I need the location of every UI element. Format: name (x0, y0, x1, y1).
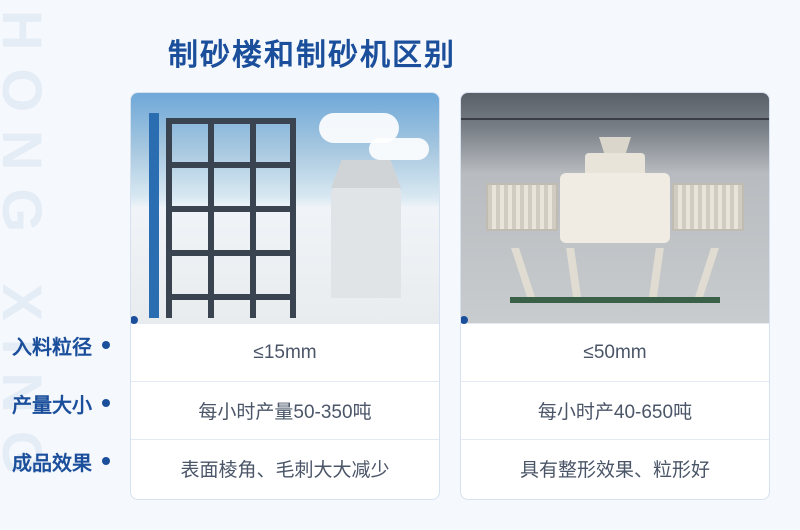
image-sand-tower (131, 93, 439, 323)
row-labels-column: 入料粒径 产量大小 成品效果 (0, 92, 110, 500)
image-sand-maker (461, 93, 769, 323)
value-feed-size: ≤50mm (461, 323, 769, 381)
value-output-quality: 具有整形效果、粒形好 (461, 439, 769, 497)
tower-frame (166, 118, 296, 318)
card-rows: ≤15mm 每小时产量50-350吨 表面棱角、毛刺大大减少 (131, 323, 439, 497)
card-sand-maker: ≤50mm 每小时产40-650吨 具有整形效果、粒形好 (460, 92, 770, 500)
value-output-quality: 表面棱角、毛刺大大减少 (131, 439, 439, 497)
row-label-output-quality: 成品效果 (0, 432, 110, 490)
card-rows: ≤50mm 每小时产40-650吨 具有整形效果、粒形好 (461, 323, 769, 497)
cloud-shape (369, 138, 429, 160)
main-container: 制砂楼和制砂机区别 入料粒径 产量大小 成品效果 (0, 0, 800, 530)
card-sand-tower: ≤15mm 每小时产量50-350吨 表面棱角、毛刺大大减少 (130, 92, 440, 500)
comparison-columns: ≤15mm 每小时产量50-350吨 表面棱角、毛刺大大减少 (130, 92, 770, 500)
value-capacity: 每小时产量50-350吨 (131, 381, 439, 439)
value-capacity: 每小时产40-650吨 (461, 381, 769, 439)
ceiling-line (461, 118, 769, 120)
row-label-feed-size: 入料粒径 (0, 316, 110, 374)
page-title: 制砂楼和制砂机区别 (168, 30, 770, 74)
crusher-machine (490, 153, 740, 313)
row-label-capacity: 产量大小 (0, 374, 110, 432)
comparison-content: 入料粒径 产量大小 成品效果 (110, 92, 770, 500)
silo-shape (331, 188, 401, 298)
value-feed-size: ≤15mm (131, 323, 439, 381)
pipe-shape (149, 113, 159, 318)
